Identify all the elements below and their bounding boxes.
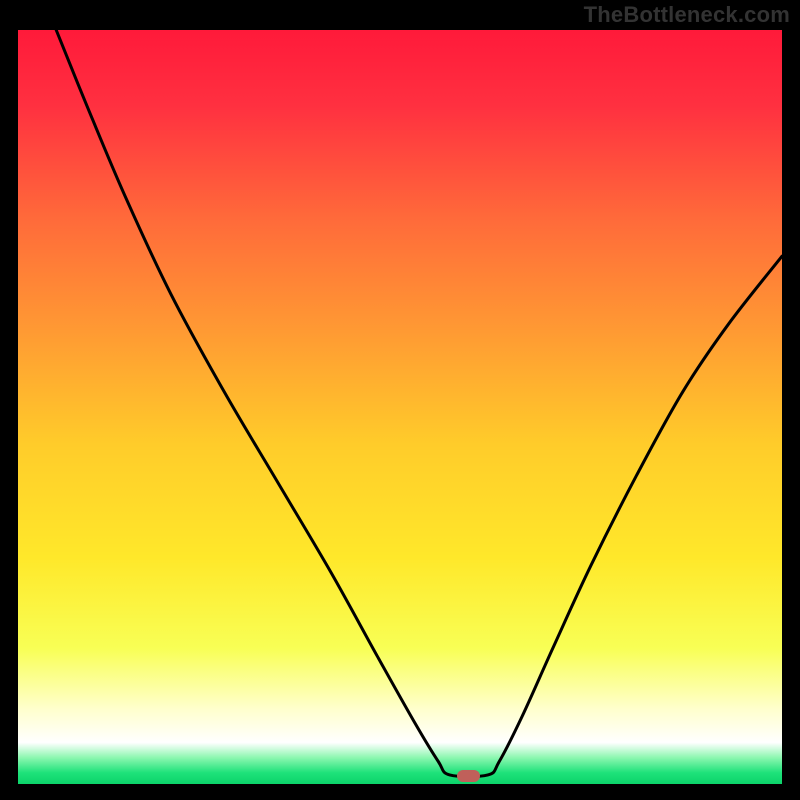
curve-path bbox=[56, 30, 782, 777]
watermark-text: TheBottleneck.com bbox=[584, 2, 790, 28]
chart-frame: TheBottleneck.com bbox=[0, 0, 800, 800]
minimum-marker bbox=[457, 770, 480, 782]
bottleneck-curve bbox=[18, 30, 782, 784]
plot-area bbox=[18, 30, 782, 784]
